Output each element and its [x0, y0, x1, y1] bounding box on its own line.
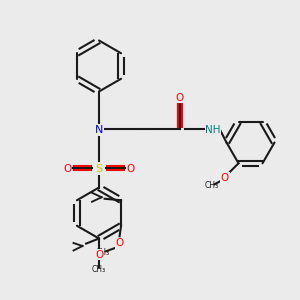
Text: CH₃: CH₃	[92, 266, 106, 274]
Text: O: O	[176, 93, 184, 103]
Text: S: S	[95, 164, 103, 174]
Text: O: O	[63, 164, 72, 174]
Text: O: O	[221, 173, 229, 183]
Text: O: O	[95, 250, 103, 260]
Text: O: O	[126, 164, 135, 174]
Text: N: N	[95, 125, 103, 135]
Text: CH₃: CH₃	[96, 248, 110, 257]
Text: CH₃: CH₃	[204, 181, 219, 190]
Text: O: O	[116, 238, 124, 248]
Text: NH: NH	[205, 125, 221, 135]
